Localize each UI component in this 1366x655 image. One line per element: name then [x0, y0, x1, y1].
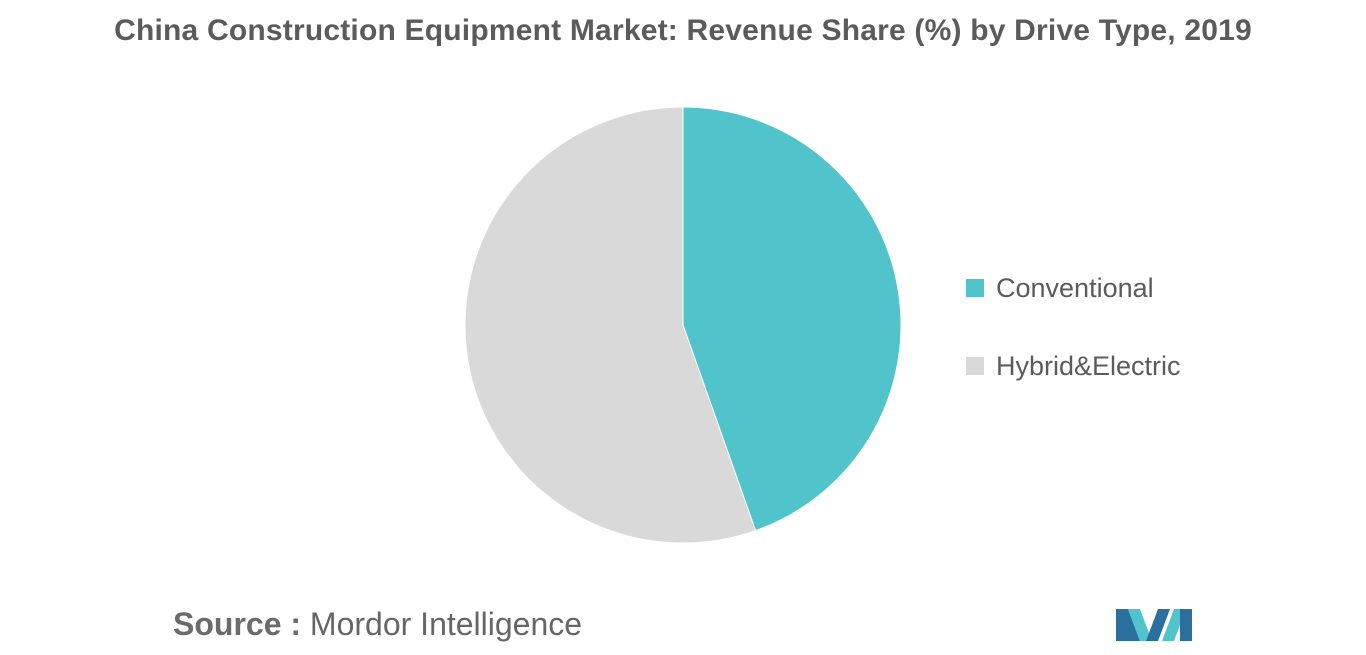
legend-item-hybrid-electric[interactable]: Hybrid&Electric: [966, 346, 1181, 386]
pie-slice-hybrid-electric[interactable]: [464, 106, 757, 544]
source-note: Source : Mordor Intelligence: [173, 606, 582, 643]
legend-item-conventional[interactable]: Conventional: [966, 268, 1181, 308]
source-value: Mordor Intelligence: [309, 606, 583, 642]
legend-label-conventional: Conventional: [996, 272, 1154, 303]
legend-swatch-hybrid-electric: [966, 357, 984, 375]
mordor-intelligence-logo-icon: [1116, 609, 1192, 641]
chart-legend: Conventional Hybrid&Electric: [966, 268, 1181, 424]
legend-label-hybrid-electric: Hybrid&Electric: [996, 350, 1181, 381]
chart-title: China Construction Equipment Market: Rev…: [114, 14, 1252, 47]
legend-swatch-conventional: [966, 279, 984, 297]
pie-slice-conventional[interactable]: [682, 106, 902, 532]
source-label: Source :: [173, 606, 302, 642]
